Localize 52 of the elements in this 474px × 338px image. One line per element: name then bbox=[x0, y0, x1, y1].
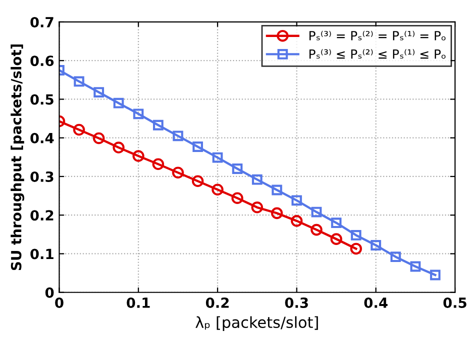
point bbox=[212, 184, 224, 196]
point bbox=[152, 120, 164, 130]
point bbox=[430, 270, 440, 280]
point bbox=[94, 87, 104, 98]
legend-label: Pₛ⁽³⁾ = Pₛ⁽²⁾ = Pₛ⁽¹⁾ = Pₒ bbox=[309, 30, 446, 40]
point bbox=[113, 98, 124, 108]
point bbox=[73, 124, 85, 136]
point bbox=[172, 130, 184, 142]
point bbox=[370, 240, 382, 250]
point bbox=[232, 164, 243, 174]
point bbox=[252, 174, 262, 185]
point bbox=[350, 242, 362, 255]
point bbox=[74, 76, 84, 87]
y-axis-title: SU throughput [packets/slot] bbox=[10, 44, 24, 270]
point bbox=[330, 233, 342, 245]
point bbox=[192, 175, 204, 188]
y-tick-label: 0.3 bbox=[30, 171, 54, 182]
x-axis-title: λₚ [packets/slot] bbox=[196, 316, 318, 332]
point bbox=[290, 215, 303, 227]
point bbox=[331, 218, 342, 228]
point bbox=[172, 166, 184, 179]
x-tick-label: 0.5 bbox=[443, 297, 466, 308]
y-tick-label: 0.2 bbox=[30, 210, 54, 221]
y-tick-label: 0.4 bbox=[30, 132, 54, 144]
point bbox=[231, 192, 244, 204]
y-tick-label: 0.7 bbox=[30, 16, 54, 28]
point bbox=[132, 150, 144, 162]
point bbox=[251, 201, 264, 214]
x-tick-label: 0 bbox=[55, 297, 64, 308]
point bbox=[410, 261, 421, 272]
x-tick-label: 0.4 bbox=[364, 297, 388, 308]
point bbox=[192, 142, 203, 152]
x-tick-label: 0.3 bbox=[285, 297, 308, 308]
point bbox=[350, 230, 362, 240]
point bbox=[311, 206, 322, 218]
point bbox=[390, 252, 401, 262]
y-tick-label: 0.5 bbox=[30, 94, 54, 105]
x-tick-label: 0.1 bbox=[126, 297, 150, 308]
point bbox=[271, 207, 283, 220]
point bbox=[92, 132, 105, 144]
y-tick-label: 0.1 bbox=[30, 248, 54, 260]
y-tick-label: 0.6 bbox=[30, 56, 54, 66]
point bbox=[272, 184, 282, 196]
point bbox=[292, 195, 302, 206]
legend-label: Pₛ⁽³⁾ ≤ Pₛ⁽²⁾ ≤ Pₛ⁽¹⁾ ≤ Pₒ bbox=[309, 49, 446, 59]
y-tick-label: 0 bbox=[45, 287, 54, 298]
point bbox=[310, 224, 322, 236]
point bbox=[112, 142, 125, 154]
point bbox=[212, 152, 223, 163]
point bbox=[152, 158, 164, 170]
x-tick-label: 0.2 bbox=[206, 297, 229, 308]
point bbox=[133, 108, 144, 120]
